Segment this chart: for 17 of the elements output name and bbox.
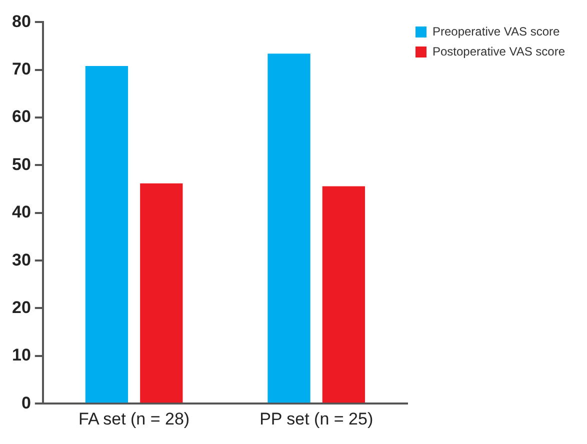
y-tick-label: 40 — [12, 202, 31, 222]
x-tick-label: FA set (n = 28) — [78, 409, 190, 428]
y-tick-label: 20 — [12, 298, 31, 317]
y-tick-label: 70 — [12, 60, 31, 79]
legend-label: Postoperative VAS score — [432, 44, 566, 58]
bar — [268, 54, 310, 403]
bar — [85, 66, 128, 403]
y-tick-label: 50 — [12, 154, 31, 174]
y-tick-label: 30 — [12, 250, 31, 270]
y-tick-label: 10 — [12, 346, 31, 365]
bar — [322, 186, 366, 403]
legend-label: Preoperative VAS score — [432, 24, 560, 38]
bar — [140, 183, 183, 403]
x-tick-label: PP set (n = 25) — [260, 409, 374, 428]
y-tick-label: 60 — [12, 107, 31, 126]
y-tick-label: 0 — [21, 393, 31, 412]
y-tick-label: 80 — [12, 12, 31, 31]
